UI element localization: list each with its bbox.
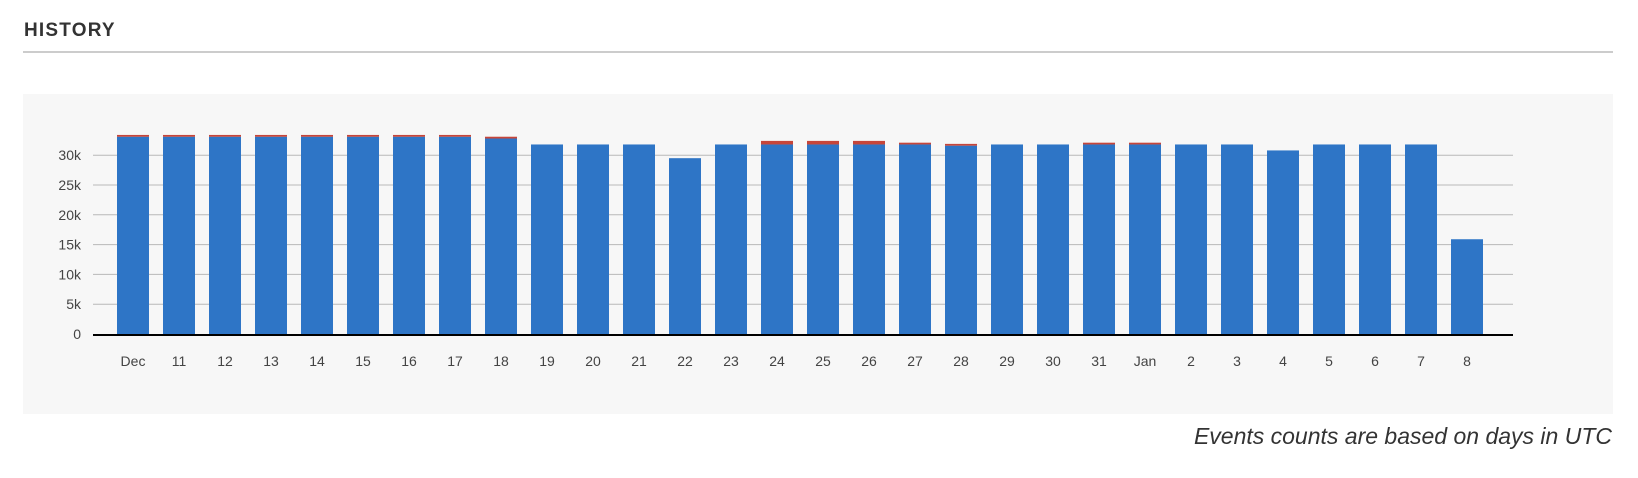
bar-primary[interactable] [1405, 144, 1437, 334]
x-tick-label: 27 [907, 353, 923, 369]
y-tick-label: 10k [58, 266, 82, 282]
x-tick-label: 7 [1417, 353, 1425, 369]
x-tick-label: 14 [309, 353, 325, 369]
bar-primary[interactable] [899, 144, 931, 334]
bar-secondary[interactable] [1083, 142, 1115, 145]
bar-primary[interactable] [945, 145, 977, 334]
section-title: HISTORY [24, 20, 116, 41]
x-tick-label: Jan [1134, 353, 1157, 369]
x-tick-label: 12 [217, 353, 233, 369]
y-tick-label: 30k [58, 147, 82, 163]
x-tick-label: 30 [1045, 353, 1061, 369]
y-tick-label: 20k [58, 207, 82, 223]
x-tick-label: 11 [172, 353, 187, 369]
bar-primary[interactable] [1451, 239, 1483, 334]
bar-primary[interactable] [439, 136, 471, 334]
x-tick-label: 31 [1091, 353, 1107, 369]
x-tick-label: 8 [1463, 353, 1471, 369]
bar-secondary[interactable] [301, 134, 333, 137]
bar-primary[interactable] [531, 144, 563, 334]
bar-secondary[interactable] [393, 134, 425, 137]
x-tick-label: 25 [815, 353, 831, 369]
bar-secondary[interactable] [761, 140, 793, 145]
bar-primary[interactable] [485, 138, 517, 334]
bar-primary[interactable] [1313, 144, 1345, 334]
bar-primary[interactable] [577, 144, 609, 334]
bar-primary[interactable] [853, 144, 885, 334]
x-tick-label: 21 [631, 353, 647, 369]
bar-secondary[interactable] [209, 134, 241, 137]
y-tick-label: 0 [73, 326, 81, 342]
bar-primary[interactable] [1267, 150, 1299, 334]
x-tick-label: 26 [861, 353, 877, 369]
x-tick-label: 29 [999, 353, 1015, 369]
x-tick-label: 5 [1325, 353, 1333, 369]
y-tick-label: 25k [58, 177, 82, 193]
bar-secondary[interactable] [163, 134, 195, 137]
y-tick-label: 5k [66, 296, 82, 312]
y-tick-label: 15k [58, 237, 82, 253]
history-chart: 0 5k 10k 15k 20k 25k 30k Dec 11 12 13 14 15 16 17 18 19 2… [23, 94, 1613, 414]
bar-secondary[interactable] [853, 140, 885, 145]
x-tick-label: 2 [1187, 353, 1195, 369]
bar-primary[interactable] [393, 136, 425, 334]
bar-primary[interactable] [1129, 144, 1161, 334]
bar-secondary[interactable] [945, 143, 977, 146]
bar-primary[interactable] [347, 136, 379, 334]
bar-secondary[interactable] [347, 134, 379, 137]
bar-secondary[interactable] [807, 140, 839, 145]
x-tick-label: 28 [953, 353, 969, 369]
bar-primary[interactable] [1359, 144, 1391, 334]
bar-primary[interactable] [1083, 144, 1115, 334]
bar-primary[interactable] [1221, 144, 1253, 334]
x-tick-label: 18 [493, 353, 509, 369]
utc-footnote: Events counts are based on days in UTC [1193, 423, 1612, 449]
section-divider [23, 51, 1613, 53]
bar-primary[interactable] [623, 144, 655, 334]
bar-primary[interactable] [255, 136, 287, 334]
bar-secondary[interactable] [899, 142, 931, 145]
x-tick-label: 4 [1279, 353, 1287, 369]
bar-primary[interactable] [807, 144, 839, 334]
x-tick-label: 20 [585, 353, 601, 369]
bar-secondary[interactable] [255, 134, 287, 137]
bar-primary[interactable] [209, 136, 241, 334]
bar-secondary[interactable] [117, 134, 149, 137]
bar-secondary[interactable] [439, 134, 471, 137]
x-tick-label: 23 [723, 353, 739, 369]
x-tick-label: Dec [121, 353, 146, 369]
x-tick-label: 17 [447, 353, 463, 369]
x-tick-label: 16 [401, 353, 417, 369]
bar-primary[interactable] [715, 144, 747, 334]
x-tick-label: 19 [539, 353, 555, 369]
bar-primary[interactable] [761, 144, 793, 334]
x-tick-label: 24 [769, 353, 785, 369]
history-chart-svg: 0 5k 10k 15k 20k 25k 30k Dec 11 12 13 14 15 16 17 18 19 2… [58, 134, 1513, 369]
bar-primary[interactable] [991, 144, 1023, 334]
x-tick-label: 13 [263, 353, 279, 369]
x-tick-label: 6 [1371, 353, 1379, 369]
bar-primary[interactable] [1037, 144, 1069, 334]
bar-primary[interactable] [163, 136, 195, 334]
x-tick-label: 3 [1233, 353, 1241, 369]
bar-primary[interactable] [117, 136, 149, 334]
bar-secondary[interactable] [485, 136, 517, 139]
bar-secondary[interactable] [1129, 142, 1161, 145]
bar-primary[interactable] [1175, 144, 1207, 334]
bar-primary[interactable] [669, 158, 701, 334]
x-tick-label: 15 [355, 353, 371, 369]
bar-primary[interactable] [301, 136, 333, 334]
x-tick-label: 22 [677, 353, 693, 369]
